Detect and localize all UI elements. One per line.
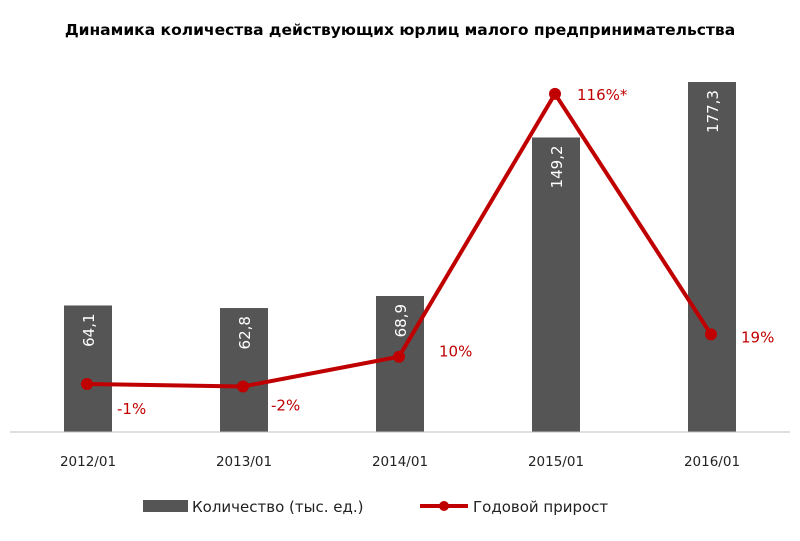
bar xyxy=(376,295,424,432)
x-tick-label: 2015/01 xyxy=(528,454,584,470)
bar xyxy=(688,82,736,432)
x-tick-label: 2014/01 xyxy=(372,454,428,470)
bar-label: 177,3 xyxy=(704,90,722,133)
line-marker xyxy=(393,350,405,363)
bar-label: 62,8 xyxy=(236,316,254,349)
line-marker xyxy=(237,380,249,393)
line-label: 116%* xyxy=(577,86,628,104)
bar-label: 149,2 xyxy=(548,145,566,188)
line-label: -1% xyxy=(117,400,146,418)
bar xyxy=(220,308,268,432)
chart-title: Динамика количества действующих юрлиц ма… xyxy=(65,21,735,39)
line-label: 19% xyxy=(741,328,774,346)
bar xyxy=(532,137,580,433)
legend: Количество (тыс. ед.) Годовой прирост xyxy=(143,498,608,516)
bar-label: 64,1 xyxy=(80,313,98,346)
line-label: -2% xyxy=(271,396,300,414)
line-label: 10% xyxy=(439,343,472,361)
x-tick-label: 2013/01 xyxy=(216,454,272,470)
legend-bar-label: Количество (тыс. ед.) xyxy=(192,498,363,516)
line-marker xyxy=(81,377,93,390)
line-marker xyxy=(705,328,717,341)
x-tick-label: 2012/01 xyxy=(60,454,116,470)
bar-label: 68,9 xyxy=(392,304,410,337)
legend-line-label: Годовой прирост xyxy=(473,498,608,516)
x-tick-label: 2016/01 xyxy=(684,454,740,470)
legend-line-marker xyxy=(439,501,449,511)
legend-bar-swatch xyxy=(143,500,188,512)
bar xyxy=(64,305,112,432)
line-marker xyxy=(549,87,561,100)
